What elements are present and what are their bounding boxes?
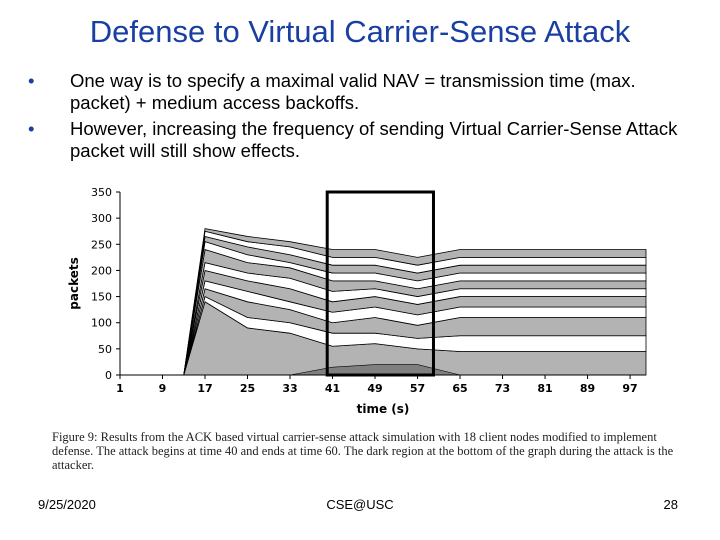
x-tick-label: 73 <box>495 382 510 395</box>
y-axis-label: packets <box>67 257 81 309</box>
y-tick-label: 200 <box>91 264 112 277</box>
y-tick-label: 300 <box>91 212 112 225</box>
y-tick-label: 50 <box>98 343 112 356</box>
x-tick-label: 25 <box>240 382 255 395</box>
bullet-item: • One way is to specify a maximal valid N… <box>28 70 698 113</box>
x-tick-label: 57 <box>410 382 425 395</box>
x-tick-label: 17 <box>197 382 212 395</box>
x-tick-label: 1 <box>116 382 124 395</box>
bullet-text: One way is to specify a maximal valid NA… <box>70 70 636 113</box>
figure-caption: Figure 9: Results from the ACK based vir… <box>52 430 674 470</box>
bullet-list: • One way is to specify a maximal valid N… <box>28 70 698 166</box>
series-band <box>120 228 647 376</box>
x-tick-label: 9 <box>159 382 167 395</box>
footer-center: CSE@USC <box>326 497 394 512</box>
x-tick-label: 33 <box>282 382 297 395</box>
x-tick-label: 97 <box>622 382 637 395</box>
y-tick-label: 250 <box>91 238 112 251</box>
y-tick-label: 150 <box>91 291 112 304</box>
footer-date: 9/25/2020 <box>38 497 96 512</box>
y-tick-label: 0 <box>105 369 112 382</box>
bullet-text: However, increasing the frequency of sen… <box>70 118 678 161</box>
slide-title: Defense to Virtual Carrier-Sense Attack <box>89 14 631 49</box>
x-tick-label: 41 <box>325 382 340 395</box>
x-tick-label: 81 <box>537 382 552 395</box>
bullet-dot-icon: • <box>28 118 35 139</box>
bullet-item: • However, increasing the frequency of se… <box>28 118 698 161</box>
bullet-dot-icon: • <box>28 70 35 91</box>
y-tick-label: 100 <box>91 317 112 330</box>
x-tick-label: 65 <box>452 382 467 395</box>
y-tick-label: 350 <box>91 186 112 199</box>
x-axis-label: time (s) <box>357 402 410 416</box>
x-tick-label: 49 <box>367 382 382 395</box>
ack-defense-chart: 0 50 100 150 200 250 300 350 1 9 17 25 33 41 49 57 65 73 8… <box>67 186 647 416</box>
x-tick-label: 89 <box>580 382 595 395</box>
attack-interval-box <box>325 190 435 377</box>
footer-page-number: 28 <box>663 497 678 512</box>
